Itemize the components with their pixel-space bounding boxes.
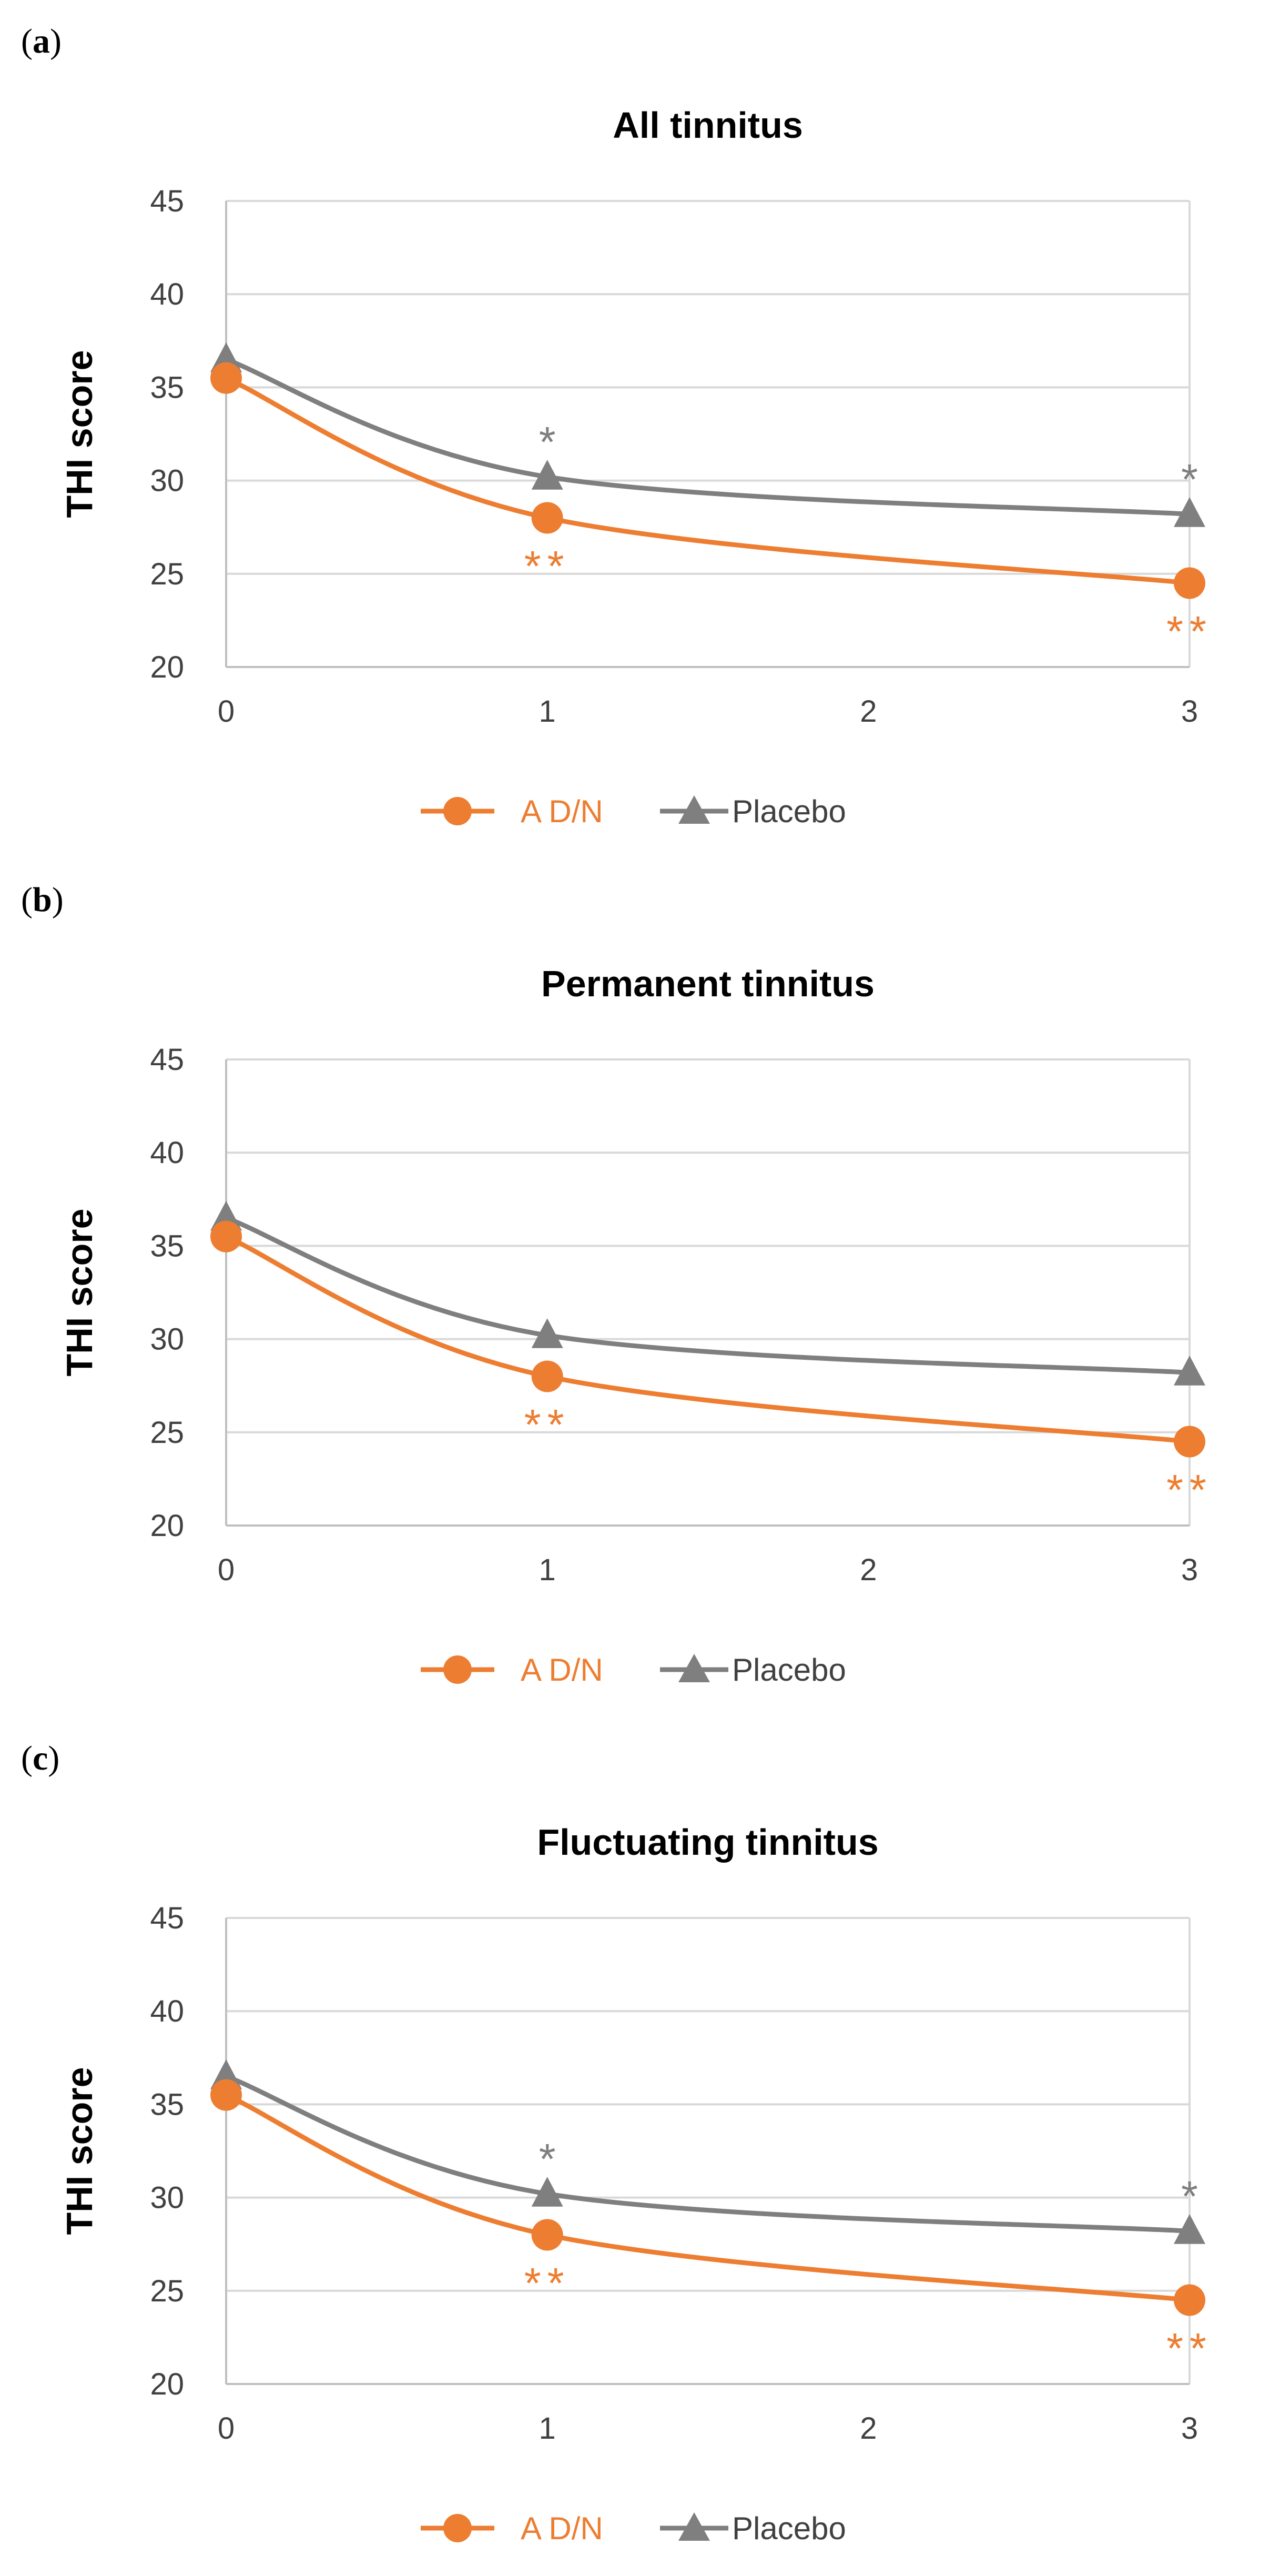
significance-marker: * <box>1181 456 1198 503</box>
x-tick-label: 0 <box>218 694 235 729</box>
legend-marker-adn <box>443 1655 472 1684</box>
series-line-adn <box>224 1234 1192 1444</box>
data-point-placebo <box>1174 497 1205 527</box>
y-tick-label: 40 <box>150 1994 184 2028</box>
data-point-placebo <box>1174 1355 1205 1386</box>
data-point-adn <box>531 2219 563 2251</box>
y-tick-label: 20 <box>150 2367 184 2401</box>
y-tick-label: 20 <box>150 650 184 684</box>
y-tick-label: 40 <box>150 277 184 311</box>
legend-marker-placebo <box>678 1654 710 1682</box>
y-tick-label: 35 <box>150 2087 184 2122</box>
series-line-placebo <box>224 2074 1192 2234</box>
panel-label: (b) <box>21 881 64 919</box>
legend-marker-placebo <box>678 795 710 824</box>
y-tick-label: 40 <box>150 1136 184 1170</box>
series-line-placebo <box>224 357 1192 517</box>
series-line-adn <box>224 376 1192 585</box>
significance-marker: ** <box>524 1401 571 1449</box>
chart-panel-a: (a) All tinnitus THI score 20 25 30 35 40 45 0 1 2 3… <box>21 22 1213 829</box>
x-tick-label: 2 <box>860 694 877 729</box>
legend-marker-adn <box>443 2514 472 2542</box>
legend-label-placebo: Placebo <box>732 2511 846 2546</box>
data-point-placebo <box>531 1318 563 1348</box>
panel-label: (c) <box>21 1739 59 1777</box>
data-point-adn <box>1174 1426 1205 1458</box>
y-tick-label: 25 <box>150 1416 184 1450</box>
y-tick-label: 25 <box>150 557 184 591</box>
significance-marker: ** <box>524 2259 571 2307</box>
y-tick-label: 30 <box>150 2181 184 2215</box>
data-point-adn <box>531 1360 563 1392</box>
significance-marker: ** <box>1166 2325 1213 2373</box>
x-tick-label: 1 <box>539 2411 556 2446</box>
data-point-placebo <box>1174 2214 1205 2244</box>
y-tick-label: 20 <box>150 1509 184 1543</box>
legend-label-adn: A D/N <box>521 1652 603 1688</box>
legend-marker-placebo <box>678 2512 710 2541</box>
data-point-adn <box>1174 567 1205 599</box>
legend-label-adn: A D/N <box>521 794 603 829</box>
y-tick-label: 45 <box>150 184 184 218</box>
y-tick-label: 35 <box>150 1229 184 1263</box>
x-tick-label: 1 <box>539 694 556 729</box>
panel-label: (a) <box>21 22 62 60</box>
legend-label-placebo: Placebo <box>732 794 846 829</box>
x-tick-label: 0 <box>218 1553 235 1587</box>
x-tick-label: 2 <box>860 2411 877 2446</box>
significance-marker: * <box>1181 2173 1198 2220</box>
y-axis-label: THI score <box>59 350 100 518</box>
data-point-adn <box>210 362 242 394</box>
significance-marker: ** <box>524 542 571 590</box>
legend-label-adn: A D/N <box>521 2511 603 2546</box>
y-tick-label: 30 <box>150 464 184 498</box>
x-tick-label: 2 <box>860 1553 877 1587</box>
y-tick-label: 25 <box>150 2274 184 2308</box>
legend: A D/N Placebo <box>421 794 846 829</box>
y-axis-label: THI score <box>59 2067 100 2235</box>
chart-title: Fluctuating tinnitus <box>537 1822 878 1863</box>
y-tick-label: 35 <box>150 370 184 405</box>
legend-marker-adn <box>443 797 472 825</box>
x-tick-label: 0 <box>218 2411 235 2446</box>
x-tick-label: 3 <box>1181 1553 1198 1587</box>
x-tick-label: 3 <box>1181 2411 1198 2446</box>
chart-title: Permanent tinnitus <box>541 963 875 1004</box>
data-point-adn <box>210 2079 242 2111</box>
y-tick-label: 45 <box>150 1043 184 1077</box>
y-tick-label: 45 <box>150 1901 184 1935</box>
data-point-adn <box>1174 2284 1205 2316</box>
significance-marker: * <box>539 2136 556 2184</box>
legend: A D/N Placebo <box>421 2511 846 2546</box>
legend-label-placebo: Placebo <box>732 1652 846 1688</box>
x-tick-label: 1 <box>539 1553 556 1587</box>
chart-title: All tinnitus <box>613 105 803 146</box>
x-tick-label: 3 <box>1181 694 1198 729</box>
y-tick-label: 30 <box>150 1322 184 1357</box>
data-point-adn <box>210 1220 242 1252</box>
data-point-placebo <box>531 460 563 490</box>
series-line-adn <box>224 2093 1192 2302</box>
data-point-placebo <box>531 2177 563 2207</box>
legend: A D/N Placebo <box>421 1652 846 1688</box>
y-axis-label: THI score <box>59 1209 100 1377</box>
data-point-adn <box>531 502 563 534</box>
series-line-placebo <box>224 1215 1192 1375</box>
significance-marker: ** <box>1166 608 1213 656</box>
significance-marker: ** <box>1166 1467 1213 1514</box>
significance-marker: * <box>539 419 556 467</box>
